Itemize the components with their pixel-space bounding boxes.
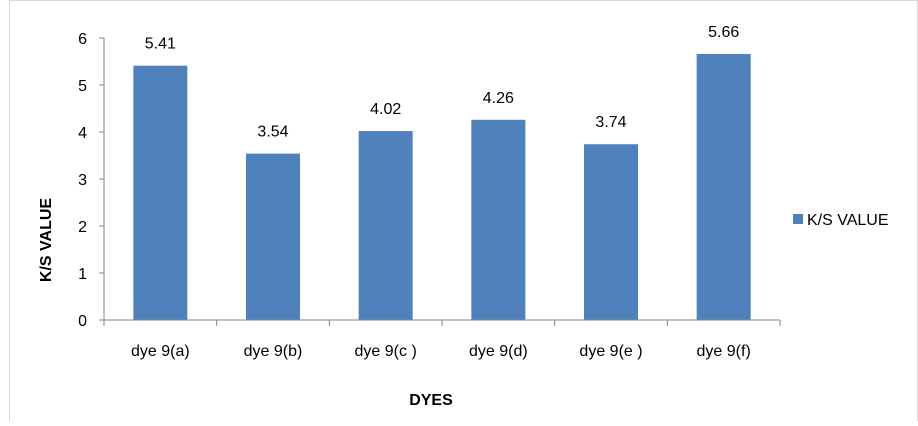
y-tick-label: 6 — [78, 31, 87, 48]
bar-value-label: 5.66 — [708, 24, 739, 41]
bar-value-label: 3.54 — [257, 124, 288, 141]
y-axis-ticks: 0 1 2 3 4 5 6 — [78, 31, 104, 330]
bar — [246, 153, 300, 320]
x-tick-label: dye 9(a) — [131, 343, 190, 360]
y-tick-label: 1 — [78, 266, 87, 283]
bar-series — [133, 53, 751, 320]
data-labels: 5.41 3.54 4.02 4.26 3.74 5.66 — [145, 24, 740, 141]
y-tick-label: 3 — [78, 172, 87, 189]
bar-value-label: 4.02 — [370, 101, 401, 118]
x-tick-label: dye 9(f) — [697, 343, 751, 360]
bar — [471, 119, 526, 320]
y-tick-label: 4 — [78, 125, 87, 142]
y-tick-label: 5 — [78, 78, 87, 95]
y-axis-title: K/S VALUE — [38, 198, 55, 282]
x-tick-label: dye 9(b) — [244, 343, 303, 360]
x-tick-label: dye 9(c ) — [355, 343, 417, 360]
legend-swatch — [793, 214, 803, 224]
y-tick-label: 2 — [78, 219, 87, 236]
y-tick-label: 0 — [78, 313, 87, 330]
x-axis-ticks: dye 9(a) dye 9(b) dye 9(c ) dye 9(d) dye 9(e… — [103, 320, 781, 360]
bar-value-label: 5.41 — [145, 36, 176, 53]
bar-value-label: 4.26 — [483, 90, 514, 107]
bar-value-label: 3.74 — [595, 114, 626, 131]
bar — [584, 144, 638, 320]
bar — [358, 131, 413, 320]
bar — [133, 65, 188, 320]
x-tick-label: dye 9(d) — [469, 343, 528, 360]
x-axis-title: DYES — [409, 392, 453, 409]
legend-label: K/S VALUE — [807, 212, 889, 229]
bar — [696, 53, 751, 320]
legend: K/S VALUE — [793, 212, 889, 229]
x-tick-label: dye 9(e ) — [579, 343, 642, 360]
